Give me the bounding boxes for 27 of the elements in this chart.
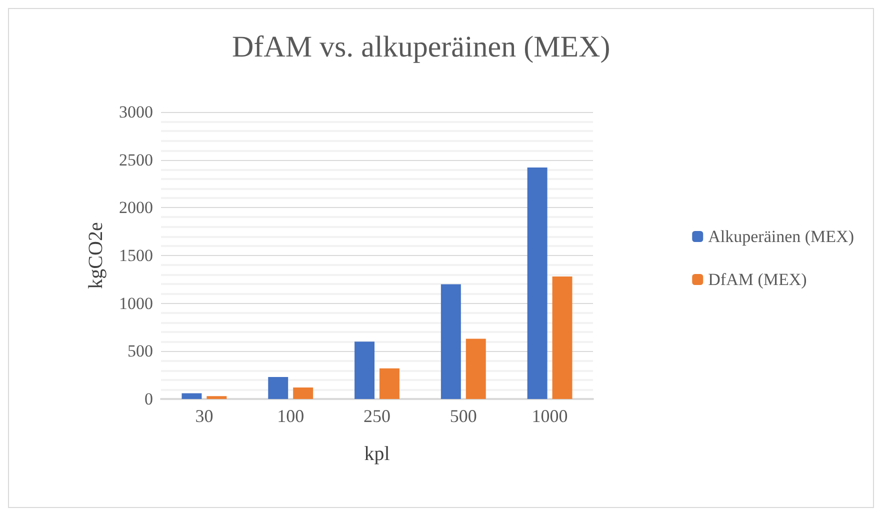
bar (552, 276, 572, 399)
y-tick-label: 500 (128, 342, 153, 361)
y-tick-label: 0 (144, 390, 153, 408)
x-tick-label: 1000 (532, 406, 568, 426)
y-axis-title: kgCO2e (85, 222, 107, 289)
bar (527, 167, 548, 399)
bar (354, 342, 375, 399)
y-tick-label: 1000 (119, 294, 153, 313)
bar (293, 388, 314, 399)
x-tick-label: 500 (450, 406, 477, 426)
y-tick-label: 2000 (119, 198, 153, 218)
bar (268, 376, 288, 399)
bar (379, 368, 400, 399)
chart-title: DfAM vs. alkuperäinen (MEX) (232, 30, 610, 64)
x-axis-title: kpl (364, 443, 390, 465)
bar (206, 396, 227, 399)
bar (440, 284, 461, 399)
bar (182, 393, 202, 399)
x-tick-label: 100 (277, 406, 304, 426)
y-tick-label: 1500 (119, 246, 153, 265)
legend-label: Alkuperäinen (MEX) (708, 227, 854, 246)
legend-label: DfAM (MEX) (708, 270, 807, 289)
bar (466, 338, 486, 399)
x-tick-label: 250 (364, 406, 390, 426)
y-tick-label: 3000 (119, 102, 153, 122)
y-tick-label: 2500 (119, 150, 153, 170)
x-tick-label: 30 (195, 406, 214, 426)
